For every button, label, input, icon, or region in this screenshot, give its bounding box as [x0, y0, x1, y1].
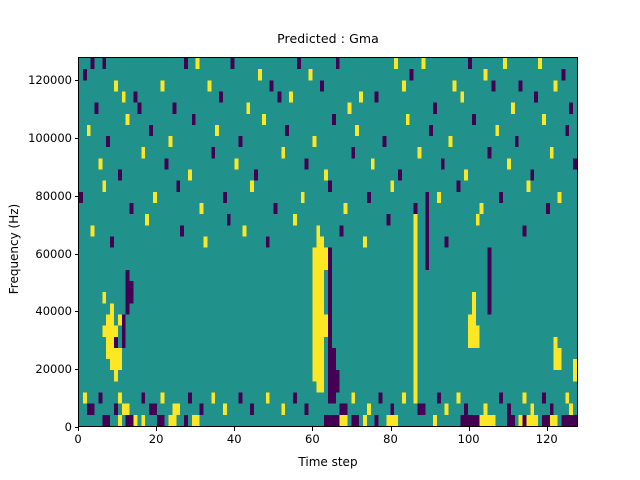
x-tick-mark [547, 427, 548, 431]
y-tick-mark [74, 138, 78, 139]
y-axis-label: Frequency (Hz) [7, 203, 21, 295]
plot-axes [78, 57, 578, 427]
y-tick-mark [74, 311, 78, 312]
x-tick-mark [469, 427, 470, 431]
x-tick-label: 40 [226, 432, 242, 446]
x-tick-label: 100 [457, 432, 480, 446]
y-tick-label: 120000 [28, 73, 72, 88]
x-tick-label: 0 [74, 432, 82, 446]
x-tick-mark [391, 427, 392, 431]
x-tick-label: 120 [535, 432, 558, 446]
x-tick-label: 60 [305, 432, 320, 446]
x-axis-label: Time step [298, 455, 358, 469]
x-tick-mark [78, 427, 79, 431]
y-tick-mark [74, 427, 78, 428]
y-tick-label: 20000 [35, 362, 72, 377]
y-tick-label: 60000 [35, 246, 72, 261]
x-tick-label: 20 [148, 432, 164, 446]
y-tick-label: 80000 [35, 188, 72, 203]
x-tick-mark [312, 427, 313, 431]
x-tick-mark [234, 427, 235, 431]
y-tick-mark [74, 254, 78, 255]
x-tick-mark [156, 427, 157, 431]
y-tick-mark [74, 369, 78, 370]
x-tick-label: 80 [383, 432, 398, 446]
y-tick-label: 40000 [35, 304, 72, 319]
y-tick-label: 100000 [28, 130, 72, 145]
y-tick-mark [74, 196, 78, 197]
y-tick-label: 0 [64, 420, 72, 434]
chart-title: Predicted : Gma [277, 31, 379, 46]
y-tick-mark [74, 80, 78, 81]
heatmap-image [79, 58, 577, 426]
